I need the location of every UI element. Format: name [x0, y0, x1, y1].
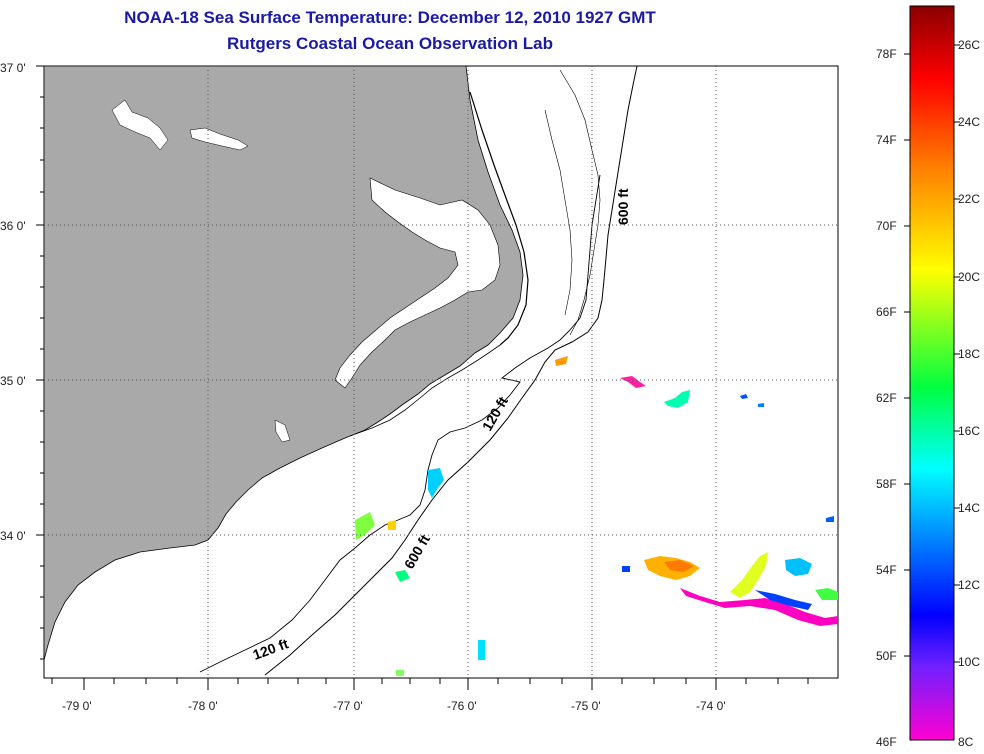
sst-patch-south-2: [396, 670, 404, 676]
colorbar-ticks: [904, 44, 960, 663]
sst-patch-onslow-1: [355, 512, 375, 540]
offshore-shoals: [544, 69, 601, 336]
lon-label-75: -75 0': [571, 699, 601, 713]
cb-f-46: 46F: [876, 735, 897, 749]
lat-label-35: 35 0': [0, 374, 26, 388]
barrier-shoreline: [349, 344, 501, 437]
sst-patch-south-1: [478, 640, 485, 660]
pamlico-sound: [334, 177, 501, 389]
lon-label-77: -77 0': [333, 699, 363, 713]
cb-c-14: 14C: [958, 501, 980, 515]
cb-c-26: 26C: [958, 38, 980, 52]
graticule: [44, 66, 838, 678]
lon-label-74: -74 0': [696, 699, 726, 713]
cb-c-8: 8C: [958, 735, 974, 749]
sst-patch-cape-lookout: [555, 356, 568, 366]
lon-label-76: -76 0': [447, 699, 477, 713]
inland-lake-2: [189, 127, 249, 151]
left-ticks: [36, 65, 44, 660]
sst-data-patches: [355, 356, 838, 676]
cb-c-24: 24C: [958, 115, 980, 129]
cb-f-62: 62F: [876, 391, 897, 405]
lon-label-78: -78 0': [188, 699, 218, 713]
cb-c-20: 20C: [958, 270, 980, 284]
lat-label-34: 34 0': [0, 529, 26, 543]
outer-banks: [469, 91, 529, 346]
sst-patch-gulfstream-green: [815, 588, 838, 600]
cb-f-74: 74F: [876, 133, 897, 147]
sst-patch-north-1: [620, 376, 646, 388]
sst-patch-gulfstream-yellow: [730, 552, 768, 598]
map-subtitle: Rutgers Coastal Ocean Observation Lab: [227, 34, 553, 53]
inland-lake: [111, 99, 169, 151]
sst-patch-onslow-3: [395, 570, 410, 582]
cb-f-58: 58F: [876, 477, 897, 491]
sst-patch-north-4: [758, 403, 764, 407]
sst-patch-gulfstream-blue: [755, 590, 812, 610]
contour-600ft: [264, 66, 638, 676]
sst-patch-gulfstream-cyan: [785, 558, 812, 576]
sst-patch-north-2: [664, 390, 690, 408]
lat-label-37: 37 0': [0, 61, 26, 75]
cb-c-18: 18C: [958, 347, 980, 361]
cb-f-66: 66F: [876, 305, 897, 319]
bottom-ticks: [51, 678, 809, 690]
cb-f-50: 50F: [876, 649, 897, 663]
cb-f-54: 54F: [876, 563, 897, 577]
sst-patch-ocracoke: [428, 468, 444, 498]
contour-label-600-north: 600 ft: [615, 188, 631, 225]
cb-f-70: 70F: [876, 219, 897, 233]
cb-c-10: 10C: [958, 655, 980, 669]
sst-patch-north-3: [740, 394, 748, 399]
sst-patch-onslow-2: [388, 520, 396, 530]
cb-c-16: 16C: [958, 424, 980, 438]
sst-patch-east-1: [826, 516, 834, 522]
lon-label-79: -79 0': [62, 699, 92, 713]
sst-patch-east-2: [622, 566, 630, 572]
contour-120ft: [199, 174, 601, 673]
colorbar: [909, 5, 955, 741]
inland-lake-3: [274, 419, 291, 443]
cb-c-12: 12C: [958, 578, 980, 592]
sst-patch-gulfstream-orange: [664, 560, 694, 572]
sst-patch-gulfstream-magenta: [680, 588, 838, 626]
map-title: NOAA-18 Sea Surface Temperature: Decembe…: [124, 8, 656, 27]
cb-f-78: 78F: [876, 47, 897, 61]
cb-c-22: 22C: [958, 192, 980, 206]
lat-label-36: 36 0': [0, 219, 26, 233]
